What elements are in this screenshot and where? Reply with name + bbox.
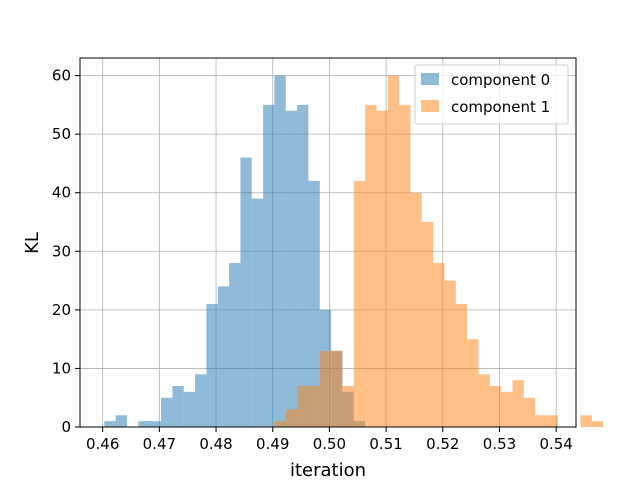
bar-component-0-bin-3 bbox=[138, 421, 150, 427]
legend-label-component-0: component 0 bbox=[451, 71, 550, 89]
x-tick-label-5: 0.51 bbox=[369, 435, 402, 453]
bar-component-1-bin-8 bbox=[365, 104, 377, 427]
bar-component-1-bin-10 bbox=[387, 75, 400, 428]
x-tick-label-2: 0.48 bbox=[199, 435, 232, 453]
x-axis-ticks: 0.46 0.47 0.48 0.49 0.50 0.51 0.52 0.53 0.54 bbox=[86, 427, 573, 453]
bar-component-1-bin-18 bbox=[478, 374, 490, 427]
bar-component-1-bin-19 bbox=[489, 386, 502, 427]
x-tick-label-0: 0.46 bbox=[86, 435, 119, 453]
bar-component-1-bin-24 bbox=[546, 415, 558, 427]
bar-component-1-bin-5 bbox=[331, 350, 343, 427]
bar-component-1-bin-13 bbox=[421, 222, 434, 427]
bar-component-0-bin-16 bbox=[285, 110, 298, 427]
bar-component-1-bin-12 bbox=[410, 192, 422, 427]
bar-component-1-bin-3 bbox=[308, 386, 320, 427]
bar-component-1-bin-14 bbox=[433, 263, 445, 427]
bar-component-1-bin-27 bbox=[580, 415, 592, 427]
bar-component-1-bin-22 bbox=[523, 397, 536, 427]
legend-swatch-component-1 bbox=[421, 100, 439, 112]
bar-component-1-bin-23 bbox=[535, 415, 547, 427]
bar-component-1-bin-21 bbox=[512, 380, 524, 427]
x-tick-label-4: 0.50 bbox=[313, 435, 346, 453]
bar-component-1-bin-17 bbox=[467, 339, 479, 427]
x-tick-label-3: 0.49 bbox=[256, 435, 289, 453]
y-tick-label-2: 20 bbox=[52, 301, 71, 319]
legend-label-component-1: component 1 bbox=[451, 98, 550, 116]
bar-component-0-bin-1 bbox=[115, 415, 128, 427]
bar-component-1-bin-28 bbox=[591, 421, 604, 427]
bar-component-1-bin-16 bbox=[455, 304, 468, 427]
bar-component-1-bin-15 bbox=[444, 280, 456, 427]
bar-component-0-bin-8 bbox=[195, 374, 207, 427]
y-tick-label-3: 30 bbox=[52, 242, 71, 260]
bar-component-1-bin-0 bbox=[274, 421, 286, 427]
x-tick-label-1: 0.47 bbox=[143, 435, 176, 453]
bar-component-1-bin-2 bbox=[297, 386, 309, 427]
legend-swatch-component-0 bbox=[421, 73, 439, 85]
bar-component-0-bin-7 bbox=[183, 391, 196, 427]
bar-component-0-bin-5 bbox=[161, 397, 173, 427]
legend: component 0 component 1 bbox=[414, 64, 569, 125]
bar-component-0-bin-9 bbox=[206, 304, 218, 427]
y-axis-ticks: 0 10 20 30 40 50 60 bbox=[52, 67, 80, 436]
bar-component-0-bin-6 bbox=[172, 386, 184, 427]
series-component-1-bars bbox=[274, 75, 604, 428]
bar-component-0-bin-0 bbox=[104, 421, 116, 427]
plot-frame bbox=[79, 57, 577, 428]
y-tick-label-5: 50 bbox=[52, 125, 71, 143]
bar-component-0-bin-15 bbox=[274, 75, 286, 428]
bar-component-0-bin-11 bbox=[229, 263, 241, 427]
x-tick-label-8: 0.54 bbox=[539, 435, 572, 453]
bar-component-1-bin-9 bbox=[376, 110, 388, 427]
y-tick-label-0: 0 bbox=[61, 418, 71, 436]
bar-component-0-bin-13 bbox=[251, 198, 264, 427]
bar-component-1-bin-1 bbox=[285, 409, 298, 427]
x-axis-label: iteration bbox=[290, 460, 366, 480]
bar-component-1-bin-4 bbox=[319, 350, 332, 427]
bar-component-1-bin-20 bbox=[501, 391, 513, 427]
bar-component-0-bin-12 bbox=[240, 157, 252, 428]
y-tick-label-4: 40 bbox=[52, 184, 71, 202]
x-tick-label-6: 0.52 bbox=[426, 435, 459, 453]
bar-component-1-bin-6 bbox=[342, 386, 354, 427]
x-tick-label-7: 0.53 bbox=[483, 435, 516, 453]
bar-component-0-bin-14 bbox=[263, 104, 275, 427]
y-axis-label: KL bbox=[22, 232, 43, 254]
y-tick-label-1: 10 bbox=[52, 359, 71, 377]
bar-component-0-bin-10 bbox=[217, 286, 230, 427]
bar-component-0-bin-18 bbox=[308, 181, 320, 427]
bar-component-0-bin-17 bbox=[297, 104, 309, 427]
bar-component-1-bin-7 bbox=[353, 181, 366, 427]
bar-component-0-bin-4 bbox=[149, 421, 162, 427]
y-tick-label-6: 60 bbox=[52, 67, 71, 85]
bar-component-1-bin-11 bbox=[399, 104, 411, 427]
legend-box bbox=[414, 64, 569, 125]
